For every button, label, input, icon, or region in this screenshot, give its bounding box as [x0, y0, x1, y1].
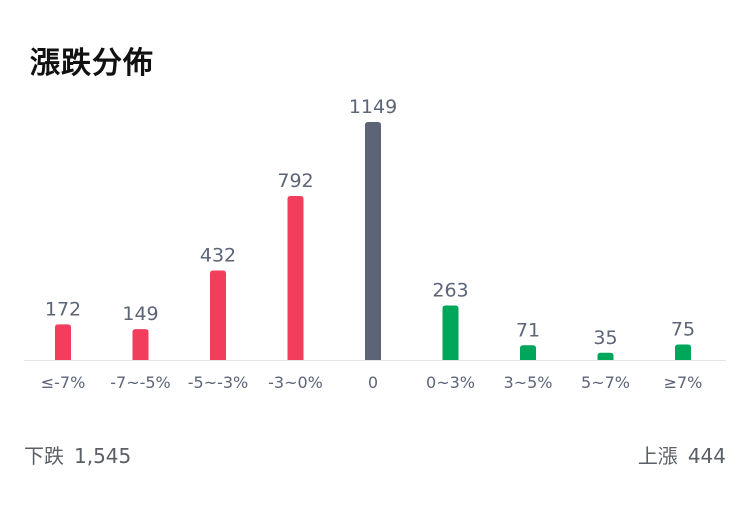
down-summary-count: 1,545 — [74, 444, 132, 468]
down-summary-label: 下跌 — [24, 444, 64, 468]
bar-6 — [520, 345, 536, 360]
tick-label-4: 0 — [368, 373, 378, 392]
data-label-6: 71 — [516, 319, 540, 341]
tick-label-1: -7~-5% — [110, 373, 171, 392]
tick-label-6: 3~5% — [504, 373, 553, 392]
data-label-0: 172 — [45, 298, 81, 320]
data-label-5: 263 — [432, 280, 468, 302]
bar-7 — [597, 352, 614, 360]
bar-8 — [675, 344, 691, 360]
data-label-1: 149 — [122, 303, 158, 325]
tick-label-5: 0~3% — [426, 373, 475, 392]
data-label-8: 75 — [671, 318, 695, 340]
up-summary: 上漲 444 — [638, 440, 726, 469]
up-summary-count: 444 — [687, 444, 726, 468]
data-label-7: 35 — [593, 327, 617, 349]
tick-label-2: -5~-3% — [188, 373, 249, 392]
data-label-4: 1149 — [349, 96, 397, 118]
bar-4 — [365, 122, 381, 360]
distribution-chart: 172 ≤-7% 149 -7~-5% 432 -5~-3% 792 -3~0% 1149 0 26… — [24, 96, 726, 392]
bar-1 — [132, 329, 149, 360]
tick-label-0: ≤-7% — [41, 373, 86, 392]
data-label-3: 792 — [277, 170, 313, 192]
bar-2 — [210, 270, 226, 360]
data-label-2: 432 — [200, 245, 236, 267]
up-summary-label: 上漲 — [637, 444, 678, 468]
bar-5 — [442, 305, 459, 360]
tick-label-3: -3~0% — [268, 373, 323, 392]
tick-label-7: 5~7% — [581, 373, 630, 392]
bar-3 — [287, 195, 304, 360]
chart-title: 漲跌分佈 — [30, 46, 154, 81]
down-summary: 下跌 1,545 — [24, 440, 131, 469]
bar-0 — [55, 324, 71, 360]
tick-label-8: ≥7% — [664, 373, 703, 392]
